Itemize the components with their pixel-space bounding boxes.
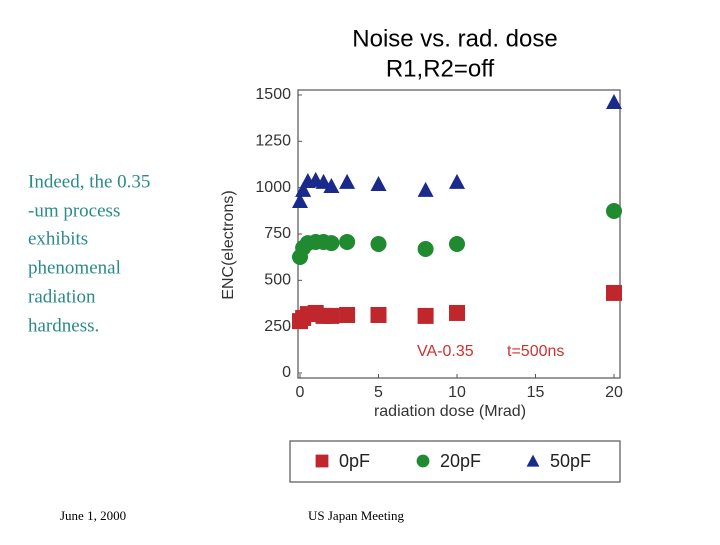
marker bbox=[339, 306, 356, 323]
x-tick-label: 0 bbox=[296, 384, 305, 401]
x-tick-label: 15 bbox=[527, 384, 545, 401]
marker bbox=[323, 307, 340, 324]
body-text: phenomenal bbox=[28, 257, 121, 278]
marker bbox=[449, 304, 465, 321]
marker bbox=[417, 307, 434, 324]
annotation: VA-0.35 bbox=[417, 343, 474, 360]
marker bbox=[449, 173, 465, 189]
legend-marker bbox=[315, 454, 329, 468]
legend-label: 0pF bbox=[339, 451, 370, 471]
body-text: radiation bbox=[28, 286, 96, 307]
marker bbox=[606, 203, 622, 220]
marker bbox=[339, 173, 356, 189]
marker bbox=[370, 306, 387, 323]
y-tick-label: 0 bbox=[282, 364, 291, 381]
x-tick-label: 10 bbox=[448, 384, 466, 401]
legend-marker bbox=[416, 454, 430, 468]
y-tick-label: 1250 bbox=[255, 133, 291, 150]
marker bbox=[323, 235, 340, 252]
chart-subtitle: R1,R2=off bbox=[386, 55, 495, 82]
x-tick-label: 5 bbox=[374, 384, 383, 401]
legend-label: 50pF bbox=[550, 451, 591, 471]
x-axis-title: radiation dose (Mrad) bbox=[374, 403, 526, 420]
marker bbox=[370, 236, 387, 253]
y-tick-label: 1000 bbox=[255, 179, 291, 196]
body-text: hardness. bbox=[28, 315, 99, 336]
body-text: exhibits bbox=[28, 228, 88, 249]
marker bbox=[323, 177, 340, 193]
x-tick-label: 20 bbox=[605, 384, 623, 401]
marker bbox=[449, 236, 465, 253]
chart-title: Noise vs. rad. dose bbox=[352, 25, 557, 52]
legend-box bbox=[289, 440, 621, 483]
body-text: Indeed, the 0.35 bbox=[28, 171, 150, 192]
slide-text: Indeed, the 0.35 -um process exhibits ph… bbox=[28, 171, 150, 336]
y-tick-label: 750 bbox=[264, 225, 291, 242]
footer-title: US Japan Meeting bbox=[308, 508, 405, 523]
marker bbox=[292, 193, 308, 209]
y-tick-label: 1500 bbox=[255, 86, 291, 103]
footer-date: June 1, 2000 bbox=[60, 508, 126, 523]
marker bbox=[606, 284, 622, 301]
y-tick-label: 250 bbox=[264, 318, 291, 335]
marker bbox=[417, 241, 434, 258]
marker bbox=[417, 181, 434, 197]
annotation: t=500ns bbox=[507, 343, 564, 360]
y-axis-title: ENC(electrons) bbox=[220, 190, 237, 299]
body-text: -um process bbox=[28, 200, 120, 221]
marker bbox=[606, 94, 622, 110]
y-tick-label: 500 bbox=[264, 272, 291, 289]
marker bbox=[295, 181, 312, 197]
plot-frame bbox=[297, 89, 621, 379]
marker bbox=[339, 233, 356, 250]
legend-marker bbox=[526, 454, 540, 467]
legend-label: 20pF bbox=[440, 451, 481, 471]
marker bbox=[315, 173, 332, 189]
marker bbox=[370, 175, 387, 191]
